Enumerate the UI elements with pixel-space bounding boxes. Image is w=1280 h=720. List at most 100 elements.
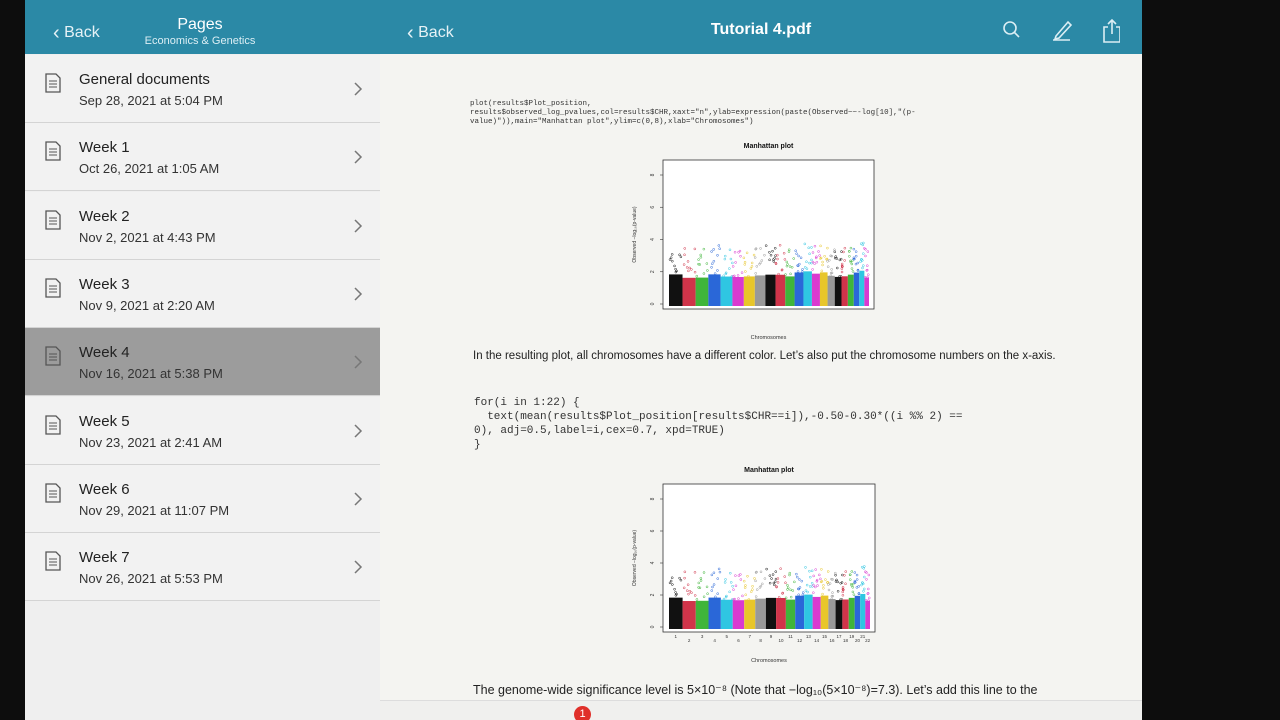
page-date: Sep 28, 2021 at 5:04 PM [79, 93, 223, 108]
page-row[interactable]: Week 4 Nov 16, 2021 at 5:38 PM [25, 328, 380, 397]
point [759, 247, 762, 250]
x-tick-label: 15 [822, 634, 828, 639]
y-tick-label: 0 [650, 302, 656, 305]
back-button[interactable]: ‹ Back [53, 22, 100, 44]
point [801, 593, 805, 597]
y-tick-label: 6 [650, 529, 656, 532]
point [712, 260, 716, 263]
point [728, 267, 731, 270]
point [674, 270, 678, 274]
y-tick-label: 2 [650, 270, 656, 273]
page-row[interactable]: Week 5 Nov 23, 2021 at 2:41 AM [25, 396, 380, 465]
point [713, 272, 717, 275]
bottom-toolbar [380, 700, 1142, 720]
point [734, 574, 737, 577]
point [808, 252, 811, 256]
page-row[interactable]: Week 1 Oct 26, 2021 at 1:05 AM [25, 123, 380, 192]
point [733, 251, 737, 254]
point [781, 591, 784, 595]
x-tick-label: 4 [713, 638, 716, 643]
share-icon[interactable] [1103, 18, 1120, 43]
chromosome-band [695, 600, 709, 629]
point [753, 577, 756, 580]
page-name: Week 1 [79, 139, 130, 157]
point [859, 242, 863, 245]
point [864, 254, 867, 258]
point [840, 262, 844, 266]
edit-icon[interactable] [1053, 20, 1073, 41]
search-icon[interactable] [1003, 21, 1020, 38]
point [739, 254, 742, 258]
point [820, 580, 824, 583]
x-axis-label: Chromosomes [751, 335, 787, 341]
chromosome-band [847, 274, 854, 306]
point [783, 575, 786, 578]
point [783, 258, 787, 261]
page-name: Week 5 [79, 412, 130, 430]
point [754, 595, 758, 598]
point [849, 260, 853, 264]
page-row[interactable]: Week 6 Nov 29, 2021 at 11:07 PM [25, 464, 380, 533]
point [784, 596, 788, 600]
point [776, 577, 780, 580]
point [769, 253, 773, 257]
point [671, 583, 674, 586]
point [813, 262, 816, 265]
point [739, 578, 743, 581]
chromosome-band [803, 271, 812, 306]
chromosome-band [785, 276, 795, 306]
chromosome-band [720, 599, 733, 629]
point [682, 586, 686, 590]
point [683, 253, 686, 257]
point [749, 267, 753, 270]
point [811, 251, 815, 254]
point [867, 599, 870, 602]
y-axis-label: Observed −log₁₀(p-value) [632, 530, 638, 586]
page-row[interactable]: General documents Sep 28, 2021 at 5:04 PM [25, 55, 380, 123]
back-button[interactable]: ‹ Back [407, 22, 454, 44]
point [754, 247, 757, 251]
x-tick-label: 12 [797, 638, 803, 643]
point [838, 275, 841, 278]
point [683, 576, 686, 580]
point [828, 259, 831, 262]
chromosome-band [775, 274, 786, 306]
point [848, 255, 851, 258]
point [864, 599, 868, 602]
point [745, 251, 749, 255]
point [674, 267, 677, 271]
point [724, 578, 727, 581]
page-row[interactable]: Week 7 Nov 26, 2021 at 5:53 PM [25, 533, 380, 602]
point [725, 594, 728, 598]
page-row[interactable]: Week 2 Nov 2, 2021 at 4:43 PM [25, 191, 380, 260]
point [867, 273, 870, 276]
point [866, 592, 870, 595]
point [768, 574, 772, 577]
point [843, 259, 846, 262]
plot-title: Manhattan plot [744, 143, 794, 150]
y-tick-label: 6 [650, 206, 656, 209]
point [722, 274, 725, 278]
document-icon [45, 278, 61, 298]
point [702, 571, 706, 574]
point [821, 260, 824, 264]
point [673, 264, 676, 268]
point [776, 257, 779, 261]
point [861, 266, 864, 270]
point [794, 249, 797, 253]
point [805, 260, 808, 264]
point [685, 589, 689, 592]
point [724, 271, 728, 275]
chevron [354, 560, 363, 574]
x-axis-label: Chromosomes [751, 658, 787, 664]
page-date: Nov 9, 2021 at 2:20 AM [79, 297, 215, 313]
point [787, 248, 791, 252]
point [776, 581, 780, 584]
page-date: Nov 16, 2021 at 5:38 PM [79, 366, 223, 382]
point [716, 269, 719, 272]
point [850, 262, 854, 266]
page-row[interactable]: Week 3 Nov 9, 2021 at 2:20 AM [25, 259, 380, 328]
chromosome-band [695, 277, 709, 306]
point [695, 274, 699, 278]
point [861, 243, 865, 247]
